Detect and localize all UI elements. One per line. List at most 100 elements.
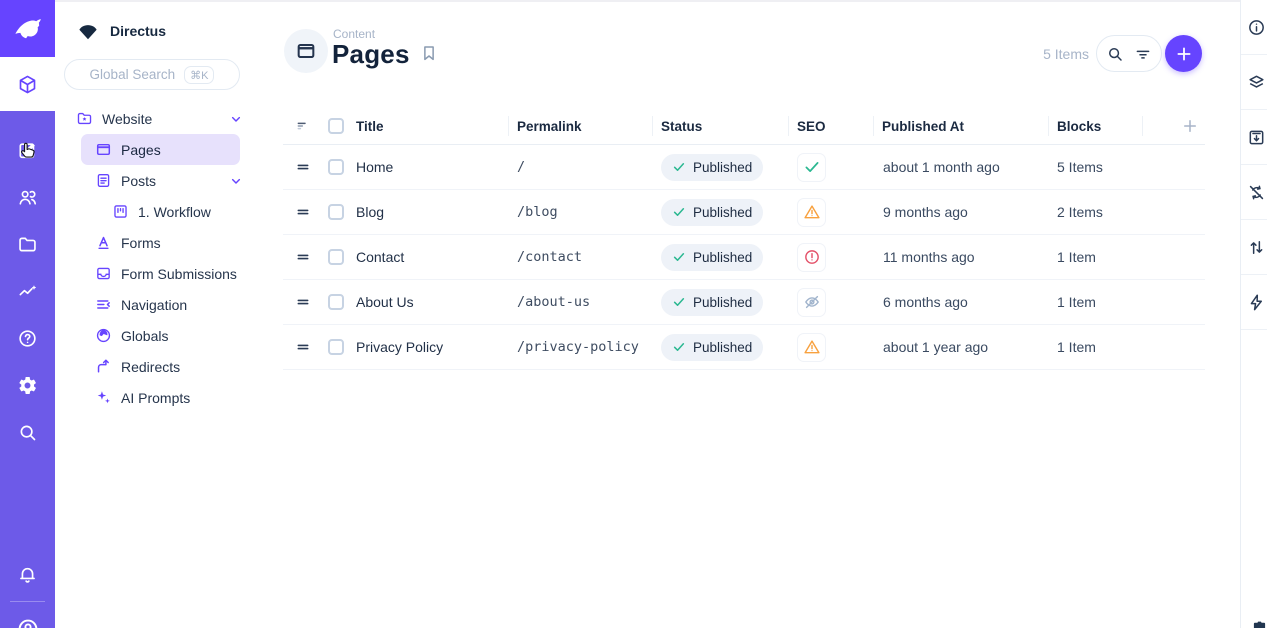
info-icon	[1247, 18, 1266, 37]
sort-icon[interactable]	[295, 118, 311, 134]
status-label: Published	[693, 339, 753, 355]
sidebar-section-archive[interactable]	[1241, 110, 1267, 165]
table-row-home[interactable]: Home / Published about 1 month ago 5 Items	[283, 145, 1205, 190]
row-controls	[283, 204, 356, 220]
row-checkbox[interactable]	[328, 249, 344, 265]
module-bar	[0, 0, 55, 628]
drag-handle-icon[interactable]	[295, 204, 311, 220]
nav-item-navigation[interactable]: Navigation	[55, 289, 260, 320]
column-header-seo[interactable]: SEO	[788, 108, 873, 144]
column-header-permalink[interactable]: Permalink	[508, 108, 652, 144]
globe-icon	[95, 327, 112, 344]
collection-icon-badge	[284, 29, 328, 73]
drag-handle-icon[interactable]	[295, 339, 311, 355]
sidebar-section-layers[interactable]	[1241, 55, 1267, 110]
nav-item-redirects[interactable]: Redirects	[55, 351, 260, 382]
nav-item-pages[interactable]: Pages	[81, 134, 240, 165]
module-help-button[interactable]	[0, 315, 55, 362]
column-header-status[interactable]: Status	[652, 108, 788, 144]
status-badge: Published	[661, 288, 764, 316]
row-checkbox[interactable]	[328, 294, 344, 310]
box-icon	[17, 74, 38, 95]
module-bar-bottom	[0, 551, 55, 628]
nav-item-ai-prompts[interactable]: AI Prompts	[55, 382, 260, 413]
drag-handle-icon[interactable]	[295, 294, 311, 310]
check-icon	[672, 205, 686, 219]
cell-status: Published	[652, 333, 788, 361]
seo-warning-indicator	[797, 332, 826, 362]
help-icon	[17, 328, 38, 349]
seo-check-icon	[803, 158, 821, 176]
nav-item-form-submissions[interactable]: Form Submissions	[55, 258, 260, 289]
nav-item-label: Form Submissions	[121, 265, 237, 282]
nav-item-label: Website	[102, 110, 153, 127]
module-content-button[interactable]	[0, 57, 55, 111]
sidebar-section-sync-disabled[interactable]	[1241, 165, 1267, 220]
module-notifications-button[interactable]	[0, 551, 55, 598]
breadcrumb[interactable]: Content	[333, 27, 376, 41]
cell-title: Contact	[356, 249, 405, 265]
insights-icon	[17, 281, 38, 302]
chevron-down-icon[interactable]	[228, 173, 244, 189]
nav-item-globals[interactable]: Globals	[55, 320, 260, 351]
column-header-blocks[interactable]: Blocks	[1048, 108, 1142, 144]
search-icon[interactable]	[1106, 45, 1124, 63]
nav-item-label: Posts	[121, 172, 157, 189]
directus-logo[interactable]	[0, 0, 55, 57]
seo-error-indicator	[797, 242, 826, 272]
row-checkbox[interactable]	[328, 204, 344, 220]
table-row-about-us[interactable]: About Us/about-us Published 6 months ago 1 …	[283, 280, 1205, 325]
module-editor-button[interactable]	[0, 127, 55, 174]
row-checkbox[interactable]	[328, 339, 344, 355]
module-files-button[interactable]	[0, 221, 55, 268]
sidebar-section-flows[interactable]	[1241, 275, 1267, 330]
nav-item-1-workflow[interactable]: 1. Workflow	[55, 196, 260, 227]
table-row-privacy-policy[interactable]: Privacy Policy/privacy-policy Published ab…	[283, 325, 1205, 370]
bookmark-icon[interactable]	[420, 44, 438, 62]
cell-permalink: /blog	[517, 204, 558, 220]
module-search-button[interactable]	[0, 409, 55, 456]
cell-permalink: /contact	[517, 249, 583, 265]
project-logo-icon	[77, 20, 99, 42]
module-settings-button[interactable]	[0, 362, 55, 409]
row-checkbox[interactable]	[328, 159, 344, 175]
project-header[interactable]: Directus	[55, 2, 260, 42]
table-row-blog[interactable]: Blog/blog Published 9 months ago 2 Items	[283, 190, 1205, 235]
inbox-icon	[95, 265, 112, 282]
nav-item-website[interactable]: Website	[55, 103, 260, 134]
status-label: Published	[693, 249, 753, 265]
cell-status: Published	[652, 153, 788, 181]
module-insights-button[interactable]	[0, 268, 55, 315]
module-users-button[interactable]	[0, 174, 55, 221]
add-item-button[interactable]	[1165, 35, 1202, 72]
nav-item-posts[interactable]: Posts	[55, 165, 260, 196]
table-row-contact[interactable]: Contact/contact Published 11 months ago 1 I…	[283, 235, 1205, 280]
cell-status: Published	[652, 288, 788, 316]
redirect-arrow-icon	[95, 358, 112, 375]
cell-status: Published	[652, 243, 788, 271]
row-controls	[283, 159, 356, 175]
module-account-button[interactable]	[0, 605, 55, 628]
seo-warning-icon	[803, 338, 821, 356]
column-header-published-at[interactable]: Published At	[873, 108, 1048, 144]
global-search-input[interactable]: Global Search ⌘K	[64, 59, 240, 90]
chevron-down-icon[interactable]	[228, 111, 244, 127]
column-header-title[interactable]: Title	[356, 118, 384, 134]
select-all-checkbox[interactable]	[328, 118, 344, 134]
cell-permalink: /	[517, 159, 526, 175]
global-search-placeholder: Global Search	[89, 67, 176, 82]
check-icon	[672, 250, 686, 264]
nav-item-label: AI Prompts	[121, 389, 191, 406]
sidebar-section-info[interactable]	[1241, 0, 1267, 55]
table-header-row: Title Permalink Status SEO Published At …	[283, 108, 1205, 145]
drag-handle-icon[interactable]	[295, 249, 311, 265]
filter-icon[interactable]	[1134, 45, 1152, 63]
navigation-sidebar: Directus Global Search ⌘K Website Pages Po…	[55, 2, 260, 628]
corner-widget-icon[interactable]	[1251, 619, 1267, 628]
sidebar-section-import-export[interactable]	[1241, 220, 1267, 275]
plus-icon	[1181, 117, 1199, 135]
nav-item-forms[interactable]: Forms	[55, 227, 260, 258]
drag-handle-icon[interactable]	[295, 159, 311, 175]
add-column-button[interactable]	[1142, 108, 1205, 144]
